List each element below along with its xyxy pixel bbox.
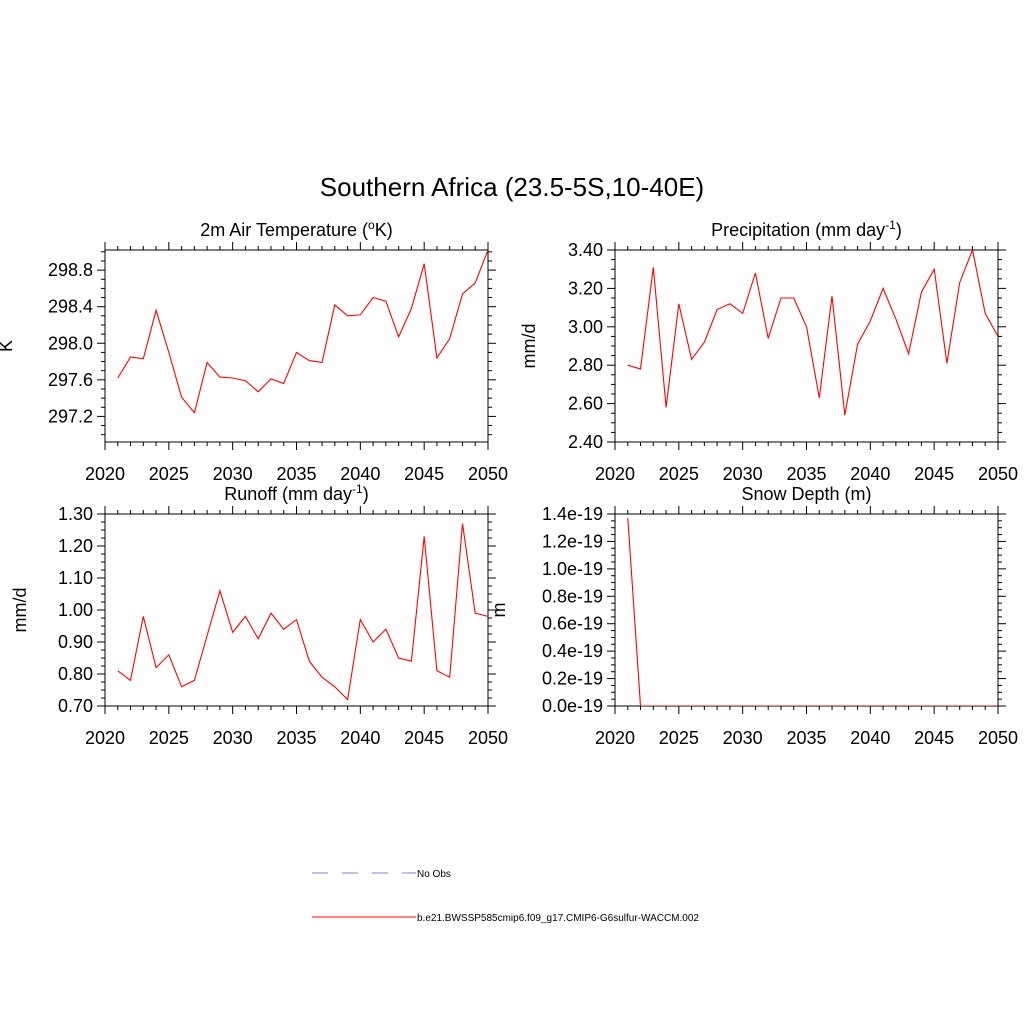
y-tick-label: 3.40 [568,240,603,260]
y-axis-label: mm/d [519,324,539,369]
y-tick-label: 0.70 [58,696,93,716]
x-tick-label: 2030 [213,728,253,748]
panel-title: Snow Depth (m) [741,484,871,504]
x-tick-label: 2035 [786,464,826,484]
x-tick-label: 2020 [595,728,635,748]
y-tick-label: 0.8e-19 [542,586,603,606]
y-tick-label: 2.40 [568,432,603,452]
x-tick-label: 2050 [978,728,1018,748]
y-tick-label: 1.30 [58,504,93,524]
x-tick-label: 2045 [914,728,954,748]
x-tick-label: 2050 [468,464,508,484]
series-line [117,250,488,414]
legend-obs-label: No Obs [417,869,451,880]
panel-title: Runoff (mm day-1) [224,482,368,504]
y-axis-label: K [0,340,16,352]
chart-panel-2: 2020 2025 2030 2035 2040 2045 2050 2.40 2.60 2.80… [519,218,1018,484]
x-tick-label: 2030 [723,464,763,484]
y-tick-label: 1.10 [58,568,93,588]
y-tick-label: 0.0e-19 [542,696,603,716]
y-tick-label: 0.6e-19 [542,614,603,634]
x-tick-label: 2030 [723,728,763,748]
x-tick-label: 2030 [213,464,253,484]
x-tick-label: 2050 [468,728,508,748]
x-tick-label: 2045 [404,728,444,748]
x-tick-label: 2025 [149,464,189,484]
plot-frame [104,249,489,443]
panel-title: Precipitation (mm day-1) [711,218,902,240]
y-tick-label: 298.8 [48,260,93,280]
y-tick-label: 297.2 [48,406,93,426]
y-tick-label: 1.00 [58,600,93,620]
y-tick-label: 2.80 [568,355,603,375]
figure-title: Southern Africa (23.5-5S,10-40E) [320,172,704,202]
y-axis-label: m [489,603,509,618]
series-line [627,518,998,706]
series-line [627,250,998,416]
y-tick-label: 298.4 [48,297,93,317]
x-tick-label: 2035 [786,728,826,748]
x-tick-label: 2025 [149,728,189,748]
x-tick-label: 2035 [276,728,316,748]
x-tick-label: 2020 [595,464,635,484]
y-tick-label: 0.90 [58,632,93,652]
x-tick-label: 2025 [659,728,699,748]
x-tick-label: 2045 [404,464,444,484]
y-tick-label: 1.0e-19 [542,559,603,579]
chart-panel-4: 2020 2025 2030 2035 2040 2045 2050 0.0e-19 0.2e-… [489,484,1018,748]
y-tick-label: 298.0 [48,333,93,353]
legend-model-label: b.e21.BWSSP585cmip6.f09_g17.CMIP6-G6sulf… [417,913,699,924]
y-tick-label: 2.60 [568,394,603,414]
x-tick-label: 2040 [340,464,380,484]
x-tick-label: 2020 [85,464,125,484]
plot-frame [614,249,999,443]
plot-frame [104,513,489,707]
y-axis-label: mm/d [10,588,30,633]
y-tick-label: 297.6 [48,370,93,390]
x-tick-label: 2035 [276,464,316,484]
y-tick-label: 1.20 [58,536,93,556]
legend: No Obs b.e21.BWSSP585cmip6.f09_g17.CMIP6… [312,869,699,924]
x-tick-label: 2020 [85,728,125,748]
x-tick-label: 2040 [850,728,890,748]
chart-panel-1: 2020 2025 2030 2035 2040 2045 2050 297.2 297.6 29… [0,218,508,484]
panel-title: 2m Air Temperature (oK) [200,218,392,240]
series-line [117,523,488,701]
y-tick-label: 1.2e-19 [542,531,603,551]
y-tick-label: 3.00 [568,317,603,337]
y-tick-label: 0.2e-19 [542,669,603,689]
x-tick-label: 2050 [978,464,1018,484]
x-tick-label: 2040 [340,728,380,748]
x-tick-label: 2045 [914,464,954,484]
panels-group: 2020 2025 2030 2035 2040 2045 2050 297.2 297.6 29… [0,218,1018,748]
y-tick-label: 0.4e-19 [542,641,603,661]
x-tick-label: 2025 [659,464,699,484]
plot-frame [614,513,999,707]
y-tick-label: 0.80 [58,664,93,684]
y-tick-label: 3.20 [568,278,603,298]
chart-panel-3: 2020 2025 2030 2035 2040 2045 2050 0.70 0.80 0.90… [10,482,508,748]
x-tick-label: 2040 [850,464,890,484]
y-tick-label: 1.4e-19 [542,504,603,524]
